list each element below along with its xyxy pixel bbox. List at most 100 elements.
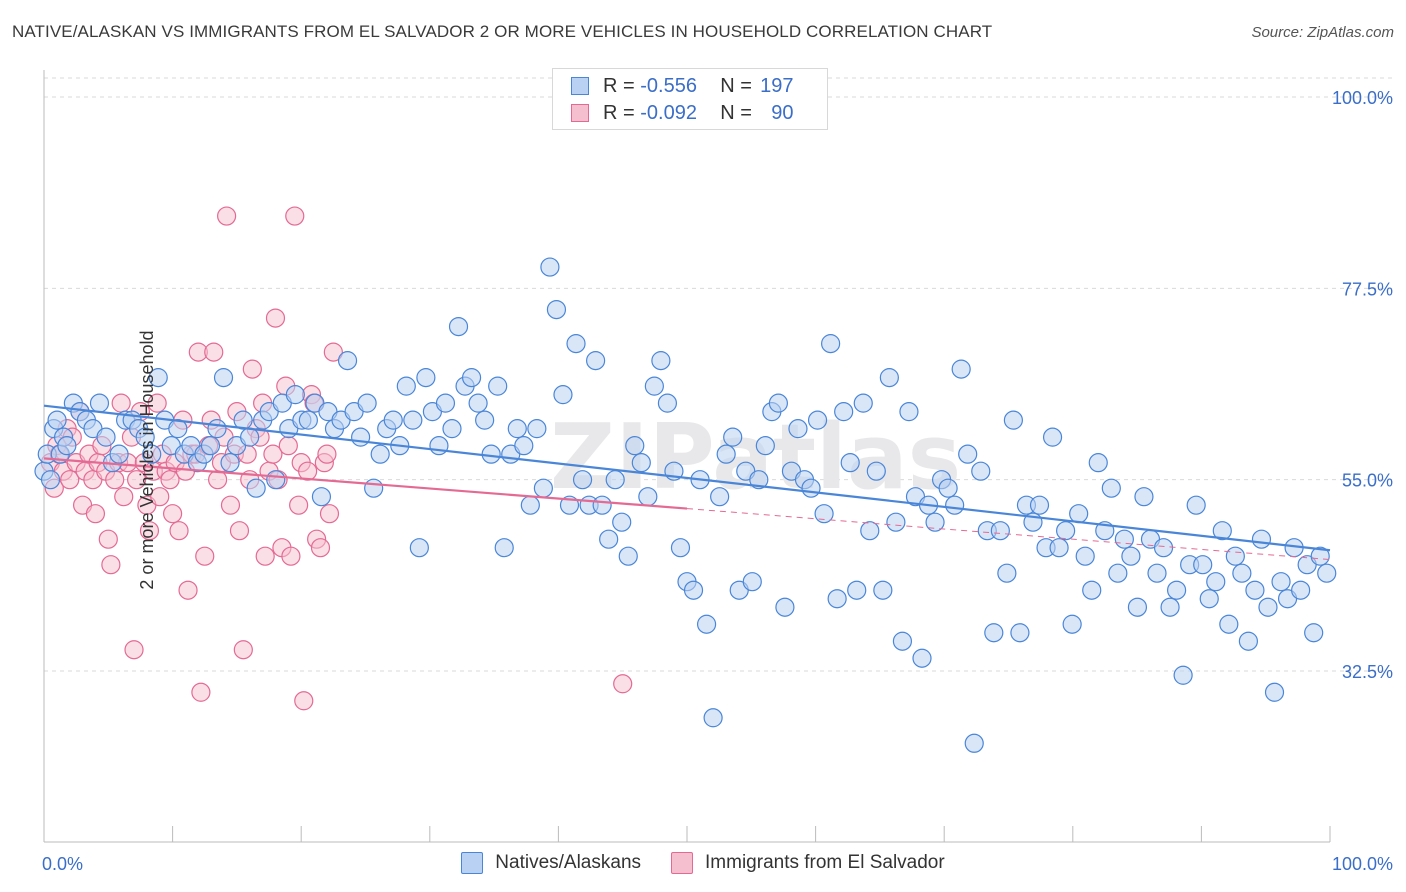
data-point-natives xyxy=(1082,580,1102,600)
data-point-el-salvador xyxy=(233,640,253,660)
data-point-el-salvador xyxy=(613,674,633,694)
data-point-natives xyxy=(285,385,305,405)
data-point-natives xyxy=(148,368,168,388)
data-point-natives xyxy=(1147,563,1167,583)
data-point-el-salvador xyxy=(310,538,331,558)
legend-label: Natives/Alaskans xyxy=(495,852,642,873)
data-point-natives xyxy=(984,623,1004,643)
data-point-natives xyxy=(520,495,540,515)
data-point-natives xyxy=(1238,631,1259,651)
r-label: R = xyxy=(603,74,635,97)
data-point-natives xyxy=(416,368,436,388)
data-point-el-salvador xyxy=(124,640,144,660)
n-label: N = xyxy=(720,101,752,124)
data-point-natives xyxy=(886,512,906,532)
data-point-el-salvador xyxy=(323,342,343,362)
data-point-natives xyxy=(396,376,416,396)
y-tick-label: 55.0% xyxy=(1342,471,1393,491)
data-point-natives xyxy=(612,512,632,532)
n-value: 90 xyxy=(771,101,794,124)
y-tick-label: 32.5% xyxy=(1342,662,1393,682)
data-point-natives xyxy=(40,470,61,490)
data-point-natives xyxy=(207,419,227,439)
data-point-natives xyxy=(990,521,1010,541)
data-point-natives xyxy=(364,478,384,498)
data-point-natives xyxy=(873,580,893,600)
tick-labels: 100.0% 77.5% 55.0% 32.5% 0.0% 100.0% xyxy=(42,88,1393,874)
data-point-natives xyxy=(370,444,390,464)
data-point-natives xyxy=(96,427,116,447)
series-el-salvador-points xyxy=(40,206,633,711)
data-point-natives xyxy=(1062,614,1082,634)
data-point-natives xyxy=(357,393,377,413)
data-point-natives xyxy=(435,393,456,413)
data-point-el-salvador xyxy=(60,470,80,490)
data-point-natives xyxy=(200,436,221,456)
data-point-el-salvador xyxy=(163,504,183,524)
data-point-natives xyxy=(213,368,234,388)
data-point-natives xyxy=(768,393,788,413)
data-point-natives xyxy=(220,453,240,473)
data-point-natives xyxy=(749,470,769,490)
data-point-natives xyxy=(742,572,762,592)
data-point-el-salvador xyxy=(204,342,224,362)
data-point-natives xyxy=(383,410,403,430)
data-point-natives xyxy=(638,487,658,507)
data-point-natives xyxy=(821,334,841,354)
data-point-natives xyxy=(925,512,945,532)
data-point-natives xyxy=(1212,521,1232,541)
data-point-el-salvador xyxy=(281,546,301,566)
legend-item-el-salvador: Immigrants from El Salvador xyxy=(671,852,945,874)
data-point-el-salvador xyxy=(319,504,340,524)
data-point-natives xyxy=(938,478,958,498)
data-point-natives xyxy=(788,419,808,439)
data-point-natives xyxy=(964,733,984,753)
data-point-natives xyxy=(1134,487,1154,507)
data-point-natives xyxy=(899,402,919,422)
data-point-natives xyxy=(860,521,880,541)
trend-line-el-salvador xyxy=(43,457,688,510)
data-point-natives xyxy=(853,393,873,413)
data-point-natives xyxy=(461,368,482,388)
data-point-natives xyxy=(533,478,553,498)
data-point-el-salvador xyxy=(278,436,298,456)
trend-lines xyxy=(43,404,1331,561)
data-point-el-salvador xyxy=(285,206,305,226)
data-point-natives xyxy=(448,317,469,337)
data-point-natives xyxy=(1199,589,1219,609)
data-point-natives xyxy=(670,538,691,558)
data-point-natives xyxy=(586,351,606,371)
y-tick-label: 77.5% xyxy=(1342,279,1393,299)
data-point-natives xyxy=(135,427,155,447)
data-point-el-salvador xyxy=(191,682,211,702)
data-point-natives xyxy=(1121,546,1141,566)
el-salvador-swatch xyxy=(671,852,694,874)
data-point-natives xyxy=(1114,529,1134,549)
data-point-natives xyxy=(468,393,488,413)
watermark-text: ZIPatlas xyxy=(550,405,961,510)
data-point-natives xyxy=(337,351,358,371)
data-point-natives xyxy=(1153,538,1174,558)
data-point-natives xyxy=(703,708,723,728)
data-point-natives xyxy=(912,648,932,668)
data-point-natives xyxy=(971,461,991,481)
data-point-el-salvador xyxy=(105,470,125,490)
data-point-natives xyxy=(997,563,1017,583)
source-label: Source: ZipAtlas.com xyxy=(1251,24,1394,41)
legend-label: Immigrants from El Salvador xyxy=(705,852,945,873)
x-tick-label: 0.0% xyxy=(42,854,83,874)
data-point-natives xyxy=(546,299,567,320)
n-value: 197 xyxy=(760,74,794,97)
data-point-natives xyxy=(710,487,730,507)
data-point-el-salvador xyxy=(289,495,309,515)
data-point-natives xyxy=(1075,546,1095,566)
chart-title: NATIVE/ALASKAN VS IMMIGRANTS FROM EL SAL… xyxy=(12,22,993,41)
data-point-natives xyxy=(475,410,495,430)
data-point-el-salvador xyxy=(317,444,337,464)
data-point-natives xyxy=(514,436,534,456)
data-point-natives xyxy=(866,461,886,481)
data-point-natives xyxy=(1127,597,1148,617)
data-point-natives xyxy=(1251,529,1272,549)
data-point-el-salvador xyxy=(150,487,170,507)
r-value: -0.556 xyxy=(640,74,697,97)
